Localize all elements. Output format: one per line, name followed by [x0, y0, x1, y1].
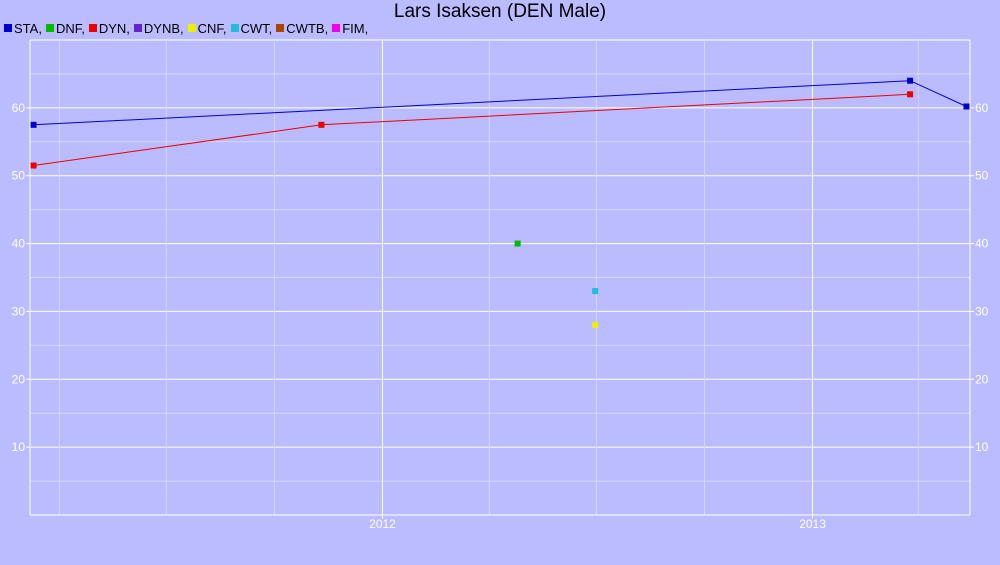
legend-label-cnf: CNF,: [197, 20, 227, 36]
y-tick-label-right: 40: [975, 237, 989, 251]
y-tick-label-left: 20: [12, 372, 26, 386]
y-tick-label-left: 50: [12, 169, 26, 183]
legend-swatch-cnf: [187, 24, 196, 32]
data-point-cwt: [592, 288, 599, 295]
legend-label-fim: FIM,: [342, 20, 369, 36]
legend-item-dynb: DYNB,: [133, 20, 184, 36]
data-point-dyn: [30, 162, 37, 169]
legend-item-fim: FIM,: [332, 21, 368, 36]
y-tick-label-right: 50: [975, 169, 989, 183]
legend-swatch-cwt: [230, 24, 239, 32]
legend-label-dynb: DYNB,: [143, 20, 184, 36]
y-tick-label-left: 60: [12, 101, 26, 115]
data-point-dnf: [514, 240, 521, 247]
chart-title: Lars Isaksen (DEN Male): [393, 1, 607, 22]
legend-item-dyn: DYN,: [88, 20, 130, 36]
data-point-sta: [907, 77, 914, 84]
y-tick-label-left: 40: [12, 237, 26, 251]
legend-swatch-fim: [332, 24, 341, 32]
y-tick-label-right: 20: [975, 372, 989, 386]
legend-item-cwt: CWT,: [230, 20, 273, 36]
data-point-cnf: [592, 322, 599, 328]
y-tick-label-left: 10: [12, 440, 26, 454]
legend-label-sta: STA,: [14, 20, 42, 36]
x-tick-label: 2013: [799, 517, 826, 531]
legend-swatch-dynb: [133, 24, 142, 32]
data-point-sta: [30, 121, 37, 128]
legend-swatch-dnf: [45, 24, 54, 32]
y-tick-label-left: 30: [12, 304, 26, 318]
y-tick-label-right: 30: [975, 304, 989, 318]
data-point-sta: [963, 103, 970, 110]
legend: STA, DNF, DYN, DYNB, CNF, CWT, CWTB, FIM,: [4, 20, 372, 36]
legend-label-dnf: DNF,: [55, 20, 85, 36]
legend-item-cnf: CNF,: [187, 20, 227, 36]
data-point-dyn: [318, 121, 325, 128]
x-tick-label: 2012: [369, 517, 396, 531]
legend-item-cwtb: CWTB,: [276, 21, 328, 36]
legend-label-cwtb: CWTB,: [286, 20, 329, 36]
legend-item-dnf: DNF,: [45, 20, 85, 36]
legend-item-sta: STA,: [4, 21, 42, 36]
y-tick-label-right: 60: [975, 101, 989, 115]
legend-swatch-dyn: [88, 24, 97, 32]
legend-swatch-sta: [4, 24, 12, 32]
legend-swatch-cwtb: [276, 24, 285, 32]
legend-label-cwt: CWT,: [240, 20, 273, 36]
data-point-dyn: [907, 91, 914, 98]
y-tick-label-right: 10: [975, 440, 989, 454]
legend-label-dyn: DYN,: [98, 20, 130, 36]
